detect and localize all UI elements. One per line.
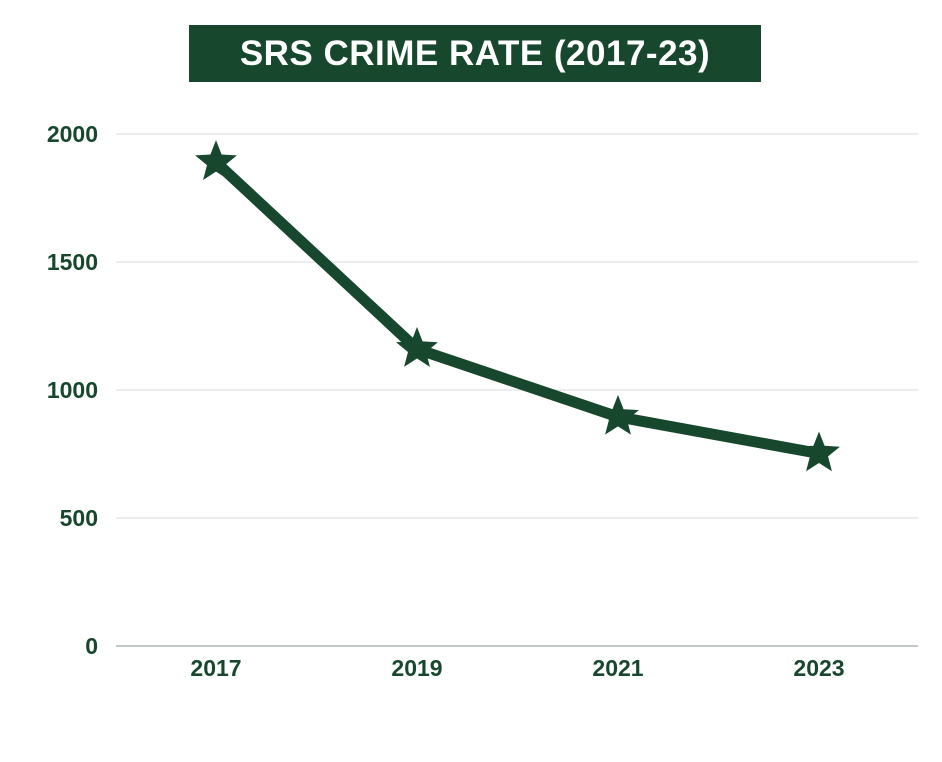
marker-layer [195, 140, 840, 472]
x-axis-ticks: 2017 2019 2021 2023 [190, 655, 844, 681]
data-point-2023 [798, 431, 840, 472]
chart-title: SRS CRIME RATE (2017-23) [189, 25, 761, 82]
series-layer [210, 156, 825, 459]
y-tick-label-2000: 2000 [47, 121, 98, 147]
y-axis-ticks: 0 500 1000 1500 2000 [47, 121, 98, 659]
data-point-2017 [195, 140, 237, 180]
y-tick-label-0: 0 [85, 633, 98, 659]
x-tick-label-2021: 2021 [592, 655, 643, 681]
x-tick-label-2023: 2023 [793, 655, 844, 681]
y-tick-label-1500: 1500 [47, 249, 98, 275]
x-tick-label-2017: 2017 [190, 655, 241, 681]
y-tick-label-500: 500 [60, 505, 98, 531]
x-tick-label-2019: 2019 [391, 655, 442, 681]
data-point-2019 [396, 327, 438, 367]
series-line [210, 156, 825, 459]
grid-lines [116, 133, 918, 647]
y-tick-label-1000: 1000 [47, 377, 98, 403]
data-point-2021 [597, 394, 639, 435]
